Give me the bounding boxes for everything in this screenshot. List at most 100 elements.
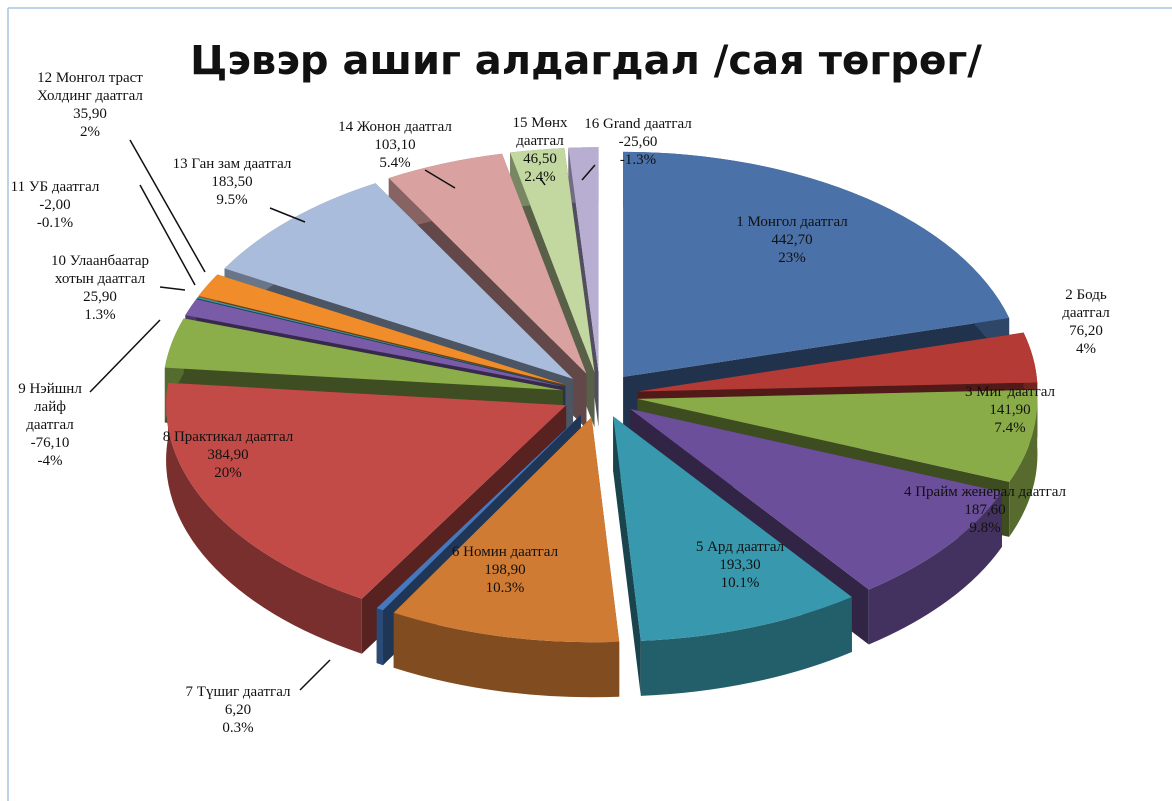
slice-name: 14 Жонон даатгал — [338, 119, 452, 135]
slice-percent: 4% — [1076, 341, 1096, 357]
slice-name: 13 Ган зам даатгал — [172, 156, 292, 172]
leader-line — [581, 164, 596, 181]
slice-wall — [393, 612, 620, 698]
slice — [164, 318, 563, 391]
slice — [196, 296, 566, 387]
slice-percent: 7.4% — [994, 420, 1026, 436]
slice-percent: 23% — [778, 250, 806, 266]
data-label: 8 Практикал даатгал 384,90 20% — [148, 428, 308, 482]
data-label: 5 Ард даатгал 193,30 10.1% — [680, 538, 800, 592]
slice-percent: 20% — [214, 465, 242, 481]
slice-percent: 10.3% — [485, 580, 525, 596]
slice-value: -25,60 — [618, 134, 658, 150]
slice — [637, 389, 1038, 482]
data-label: 4 Прайм женерал даатгал 187,60 9.8% — [900, 483, 1070, 537]
slice-percent: 10.1% — [720, 575, 760, 591]
slice-value: 141,90 — [989, 402, 1031, 418]
slice-value: 46,50 — [523, 151, 557, 167]
leader-line — [299, 659, 331, 691]
slice-name: 2 Бодь даатгал — [1062, 287, 1110, 321]
slice-name: 3 Миг даатгал — [964, 384, 1056, 400]
slice-percent: 1.3% — [84, 307, 116, 323]
slice-percent: 0.3% — [222, 720, 254, 736]
slice-value: 25,90 — [83, 289, 117, 305]
data-label: 7 Түшиг даатгал 6,20 0.3% — [173, 683, 303, 737]
slice-value: 384,90 — [207, 447, 249, 463]
slice-value: 103,10 — [374, 137, 416, 153]
slice-percent: 2.4% — [524, 169, 556, 185]
slice — [224, 183, 574, 379]
slice-name: 10 Улаанбаатар хотын даатгал — [51, 253, 149, 287]
slice — [376, 414, 581, 611]
slice-wall — [1009, 389, 1038, 537]
slice-side — [613, 416, 641, 696]
slice-group — [613, 416, 852, 696]
slice-value: 6,20 — [224, 702, 252, 718]
leader-line — [139, 184, 196, 286]
leader-line — [269, 207, 306, 223]
slice — [568, 147, 599, 373]
slice-group — [393, 417, 620, 698]
data-label: 11 УБ даатгал -2,00 -0.1% — [0, 178, 110, 232]
slice — [630, 408, 1002, 590]
slice-name: 6 Номин даатгал — [451, 544, 559, 560]
leader-line — [89, 319, 161, 393]
slice-name: 12 Монгол траст Холдинг даатгал — [37, 70, 143, 104]
slice-percent: 9.5% — [216, 192, 248, 208]
slice — [388, 153, 587, 374]
slice-value: -2,00 — [39, 197, 71, 213]
slice-name: 11 УБ даатгал — [10, 179, 100, 195]
leader-line — [159, 286, 186, 291]
slice-percent: 2% — [80, 124, 100, 140]
data-label: 10 Улаанбаатар хотын даатгал 25,90 1.3% — [33, 252, 168, 324]
slice-value: 198,90 — [484, 562, 526, 578]
data-label: 14 Жонон даатгал 103,10 5.4% — [325, 118, 465, 172]
slice — [613, 416, 852, 641]
data-label: 1 Монгол даатгал 442,70 23% — [717, 213, 867, 267]
data-label: 13 Ган зам даатгал 183,50 9.5% — [165, 155, 300, 209]
slice-group — [568, 147, 599, 428]
data-label: 3 Миг даатгал 141,90 7.4% — [955, 383, 1065, 437]
slice-name: 7 Түшиг даатгал — [185, 684, 291, 700]
slice — [166, 382, 567, 599]
slice-percent: -0.1% — [36, 215, 74, 231]
slice-name: 9 Нэйшнл лайф даатгал — [18, 381, 82, 433]
slice-name: 16 Grand даатгал — [584, 116, 692, 132]
slice-value: 442,70 — [771, 232, 813, 248]
chart-title: Цэвэр ашиг алдагдал /сая төгрөг/ — [190, 38, 982, 84]
slice-wall — [640, 596, 852, 696]
data-label: 16 Grand даатгал -25,60 -1.3% — [583, 115, 693, 169]
slice-value: 193,30 — [719, 557, 761, 573]
slice — [185, 299, 565, 387]
slice-name: 15 Мөнх даатгал — [512, 115, 568, 149]
slice-percent: 9.8% — [969, 520, 1001, 536]
slice-percent: -1.3% — [619, 152, 657, 168]
data-label: 9 Нэйшнл лайф даатгал -76,10 -4% — [13, 380, 88, 470]
data-label: 6 Номин даатгал 198,90 10.3% — [435, 543, 575, 597]
slice-wall — [166, 382, 362, 654]
slice-name: 4 Прайм женерал даатгал — [903, 484, 1067, 500]
slice-percent: 5.4% — [379, 155, 411, 171]
slice-wall — [868, 491, 1002, 645]
slice — [510, 148, 595, 373]
slice — [393, 417, 620, 643]
slice-value: 183,50 — [211, 174, 253, 190]
slice-name: 1 Монгол даатгал — [736, 214, 848, 230]
slice-percent: -4% — [37, 453, 63, 469]
slice-name: 8 Практикал даатгал — [162, 429, 294, 445]
leader-line — [424, 169, 456, 189]
data-label: 12 Монгол траст Холдинг даатгал 35,90 2% — [23, 69, 158, 141]
data-label: 2 Бодь даатгал 76,20 4% — [1041, 286, 1131, 358]
slice — [198, 274, 566, 385]
slice — [623, 151, 1010, 377]
slice-wall — [376, 608, 384, 666]
slice-name: 5 Ард даатгал — [695, 539, 785, 555]
slice-value: 187,60 — [964, 502, 1006, 518]
leader-line — [129, 139, 206, 273]
slice-value: -76,10 — [30, 435, 70, 451]
data-label: 15 Мөнх даатгал 46,50 2.4% — [505, 114, 575, 186]
slice-value: 76,20 — [1069, 323, 1103, 339]
slice — [637, 332, 1038, 392]
